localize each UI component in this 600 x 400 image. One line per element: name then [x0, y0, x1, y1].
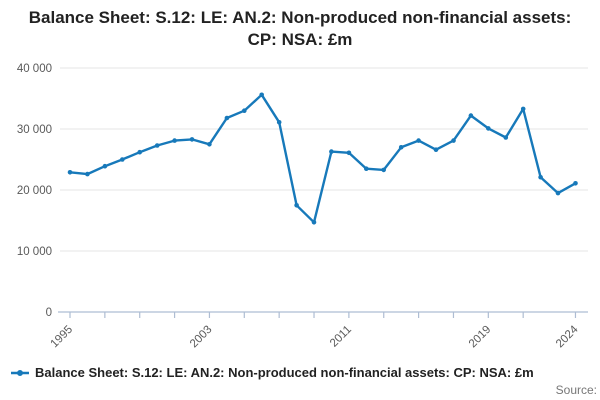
- data-point[interactable]: [242, 108, 247, 113]
- y-axis-tick-label: 30 000: [17, 124, 52, 136]
- data-point[interactable]: [154, 143, 160, 148]
- data-point[interactable]: [120, 157, 125, 162]
- data-line: [68, 93, 577, 224]
- data-point[interactable]: [294, 203, 299, 208]
- line-chart: 0 10 000 20 000 30 000 40 000 1995 2003 2011 201…: [17, 63, 588, 351]
- y-axis-tick-label: 10 000: [17, 246, 52, 258]
- legend-item[interactable]: Balance Sheet: S.12: LE: AN.2: Non-produ…: [10, 365, 534, 380]
- data-point[interactable]: [364, 166, 369, 171]
- data-point[interactable]: [555, 190, 561, 196]
- data-point[interactable]: [207, 142, 212, 147]
- data-point[interactable]: [538, 174, 543, 180]
- data-point[interactable]: [520, 106, 526, 112]
- data-point[interactable]: [67, 170, 73, 175]
- legend-line-marker-icon: [11, 369, 29, 376]
- data-point[interactable]: [573, 181, 578, 186]
- chart-title: Balance Sheet: S.12: LE: AN.2: Non-produ…: [28, 8, 572, 50]
- data-point[interactable]: [259, 92, 265, 98]
- data-point[interactable]: [224, 115, 230, 121]
- data-point[interactable]: [346, 150, 352, 156]
- data-point[interactable]: [329, 149, 334, 154]
- data-point[interactable]: [398, 145, 404, 150]
- data-point[interactable]: [85, 171, 90, 177]
- data-point[interactable]: [416, 138, 421, 143]
- data-point[interactable]: [468, 113, 474, 118]
- x-axis-tick-label: 2011: [328, 324, 354, 350]
- data-point[interactable]: [381, 167, 387, 173]
- legend-label: Balance Sheet: S.12: LE: AN.2: Non-produ…: [35, 365, 534, 380]
- source-caption: Source:: [555, 383, 597, 397]
- data-point[interactable]: [486, 126, 491, 131]
- data-point[interactable]: [102, 163, 108, 169]
- data-point[interactable]: [433, 147, 439, 152]
- data-point[interactable]: [451, 138, 456, 143]
- y-axis-tick-label: 0: [46, 307, 52, 319]
- data-point[interactable]: [172, 138, 177, 143]
- data-point[interactable]: [137, 149, 142, 155]
- y-axis-tick-label: 20 000: [17, 185, 52, 197]
- data-point[interactable]: [189, 137, 195, 142]
- x-axis-tick-label: 2024: [554, 323, 581, 350]
- y-axis-tick-label: 40 000: [17, 63, 52, 75]
- x-axis-tick-label: 2003: [188, 324, 215, 351]
- data-point[interactable]: [311, 220, 317, 225]
- x-axis-tick-label: 1995: [49, 324, 76, 351]
- x-axis-tick-label: 2019: [467, 324, 494, 351]
- data-point[interactable]: [276, 120, 282, 125]
- data-point[interactable]: [503, 135, 509, 140]
